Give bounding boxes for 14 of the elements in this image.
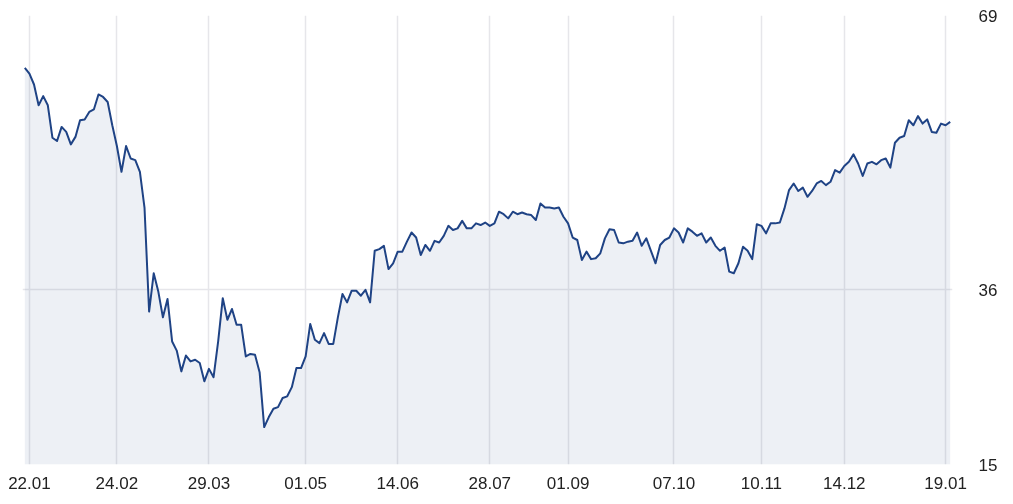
x-tick-label: 07.10 — [652, 473, 696, 493]
x-tick-label: 14.06 — [376, 473, 419, 493]
x-tick-label: 01.09 — [546, 473, 590, 493]
x-tick-label: 14.12 — [823, 473, 866, 493]
x-tick-label: 01.05 — [284, 473, 327, 493]
x-tick-label: 28.07 — [468, 473, 512, 493]
x-tick-label: 29.03 — [187, 473, 231, 493]
x-tick-label: 19.01 — [924, 473, 967, 493]
x-tick-label: 24.02 — [95, 473, 139, 493]
y-tick-label: 69 — [978, 6, 998, 26]
y-tick-label: 15 — [978, 455, 998, 475]
x-tick-label: 10.11 — [740, 473, 783, 493]
y-tick-label: 36 — [978, 280, 998, 300]
x-tick-label: 22.01 — [8, 473, 51, 493]
